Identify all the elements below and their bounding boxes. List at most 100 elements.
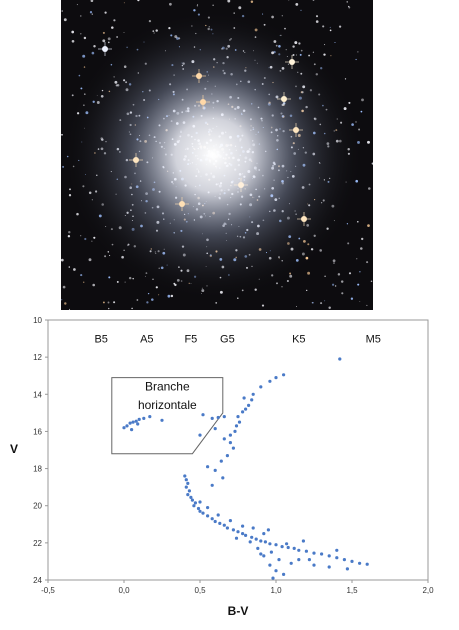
star-data-point: [250, 398, 254, 402]
star-data-point: [251, 526, 255, 530]
x-tick-label: 0,0: [118, 586, 130, 595]
star-data-point: [210, 483, 214, 487]
star-data-point: [186, 481, 190, 485]
star-data-point: [222, 437, 226, 441]
star-data-point: [225, 526, 229, 530]
star-data-point: [327, 565, 331, 569]
y-tick-label: 14: [33, 390, 42, 399]
star-data-point: [262, 554, 266, 558]
star-data-point: [335, 556, 339, 560]
star-data-point: [198, 433, 202, 437]
star-data-point: [216, 415, 220, 420]
star-data-point: [231, 446, 235, 450]
star-data-point: [228, 519, 232, 523]
star-data-point: [248, 540, 252, 544]
star-data-point: [222, 523, 226, 527]
star-data-point: [130, 428, 134, 432]
star-data-point: [280, 545, 284, 549]
star-data-point: [142, 416, 146, 420]
star-data-point: [327, 554, 331, 558]
x-tick-label: 0,5: [194, 586, 206, 595]
star-data-point: [358, 561, 362, 565]
star-data-point: [259, 552, 263, 556]
star-data-point: [201, 413, 205, 417]
star-data-point: [221, 476, 225, 480]
x-axis-label: B-V: [228, 604, 249, 618]
spectral-class-label: A5: [140, 333, 153, 345]
star-data-point: [250, 535, 254, 539]
star-data-point: [350, 559, 354, 563]
star-data-point: [282, 572, 286, 576]
spectral-class-label: B5: [94, 333, 107, 345]
star-data-point: [193, 501, 197, 505]
star-cluster-photo: [61, 0, 373, 310]
star-data-point: [186, 493, 190, 497]
star-data-point: [136, 422, 140, 426]
spectral-class-label: M5: [366, 333, 381, 345]
spectral-class-label: G5: [220, 333, 235, 345]
x-tick-label: 1,5: [346, 586, 358, 595]
star-data-point: [228, 441, 232, 445]
star-data-point: [206, 514, 210, 518]
annotation-line-2: horizontale: [138, 398, 197, 412]
star-data-point: [282, 373, 286, 377]
star-data-point: [271, 576, 275, 580]
x-tick-label: 1,0: [270, 586, 282, 595]
star-data-point: [307, 558, 311, 562]
star-data-point: [274, 543, 278, 547]
hr-diagram-chart: -0,5 0,0 0,5 1,0 1,5 2,0 10 12 14 16 18 20 22 24 B5 A5…: [10, 316, 434, 618]
star-data-point: [292, 546, 296, 550]
star-data-point: [274, 569, 278, 573]
star-data-point: [274, 376, 278, 380]
star-data-point: [297, 558, 301, 562]
plot-frame: [47, 319, 429, 581]
star-data-point: [198, 509, 202, 513]
star-data-point: [277, 558, 281, 562]
star-data-point: [241, 524, 245, 528]
y-tick-label: 24: [33, 576, 42, 585]
y-tick-label: 10: [33, 316, 42, 325]
star-data-point: [231, 528, 235, 532]
star-data-point: [268, 542, 272, 546]
star-data-point: [210, 416, 214, 420]
star-data-point: [201, 511, 205, 515]
star-data-point: [289, 561, 293, 565]
star-data-point: [213, 468, 217, 472]
star-data-point: [236, 415, 240, 419]
x-tick-label: -0,5: [41, 586, 55, 595]
star-data-point: [254, 537, 258, 541]
star-data-point: [225, 454, 229, 458]
y-tick-label: 16: [33, 427, 42, 436]
y-axis-label: V: [10, 442, 18, 456]
star-data-point: [219, 459, 223, 463]
annotation-line-1: Branche: [145, 380, 190, 394]
star-data-point: [228, 433, 232, 437]
star-data-point: [122, 426, 126, 430]
star-data-point: [131, 420, 135, 424]
y-tick-label: 18: [33, 465, 42, 474]
star-data-point: [244, 407, 248, 411]
star-data-point: [269, 550, 273, 554]
star-data-point: [187, 489, 191, 493]
star-data-point: [285, 542, 289, 546]
star-data-point: [213, 427, 217, 431]
star-data-point: [320, 552, 324, 556]
star-data-point: [148, 415, 152, 419]
star-data-point: [338, 357, 342, 361]
star-data-point: [312, 563, 316, 567]
star-data-point: [247, 403, 251, 407]
star-data-point: [192, 504, 196, 508]
star-data-point: [236, 530, 240, 534]
star-data-point: [213, 519, 217, 524]
star-data-point: [262, 532, 266, 536]
star-data-point: [242, 396, 246, 400]
horizontal-branch-box: [111, 377, 224, 455]
star-data-point: [128, 421, 132, 425]
star-data-point: [222, 415, 226, 419]
star-data-point: [218, 521, 222, 525]
star-data-point: [241, 410, 245, 414]
star-data-point: [268, 379, 272, 383]
star-data-point: [365, 562, 369, 566]
star-data-point: [189, 495, 193, 499]
star-data-point: [210, 517, 214, 521]
